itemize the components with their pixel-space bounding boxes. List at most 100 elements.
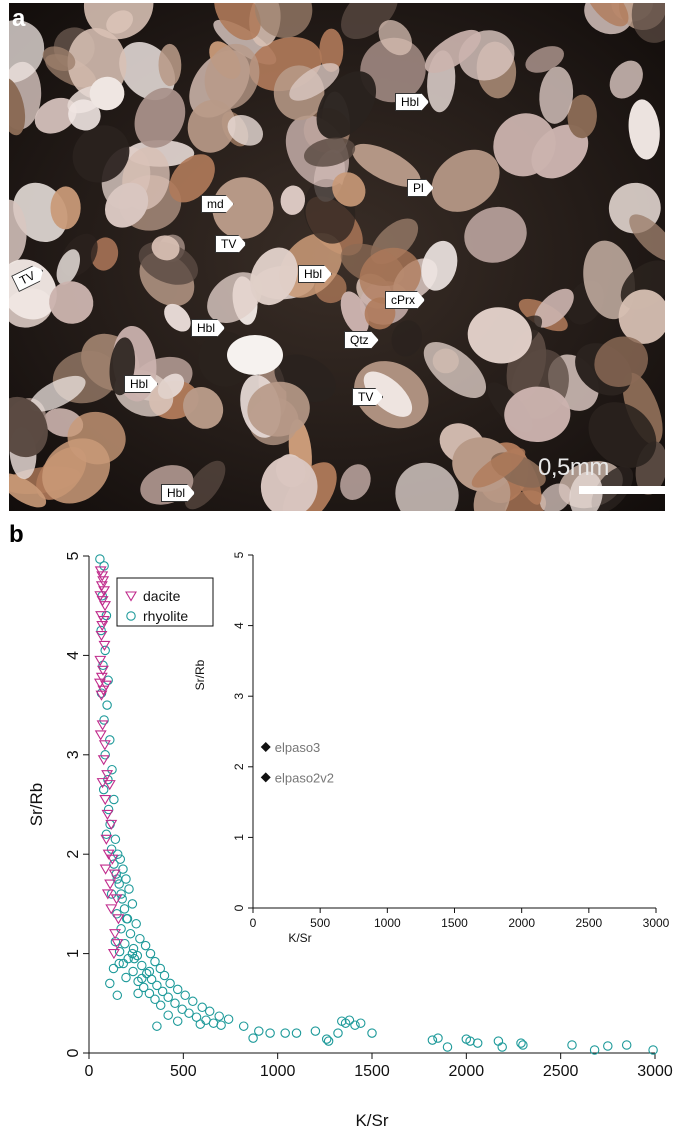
dacite-point [100,834,113,845]
dacite-point [97,576,110,587]
rhyolite-point [127,948,138,959]
rhyolite-point [109,859,119,869]
dacite-point [96,665,109,676]
rhyolite-point [155,963,166,974]
sand-grain [531,124,589,179]
dacite-point [98,640,111,652]
rhyolite-point [159,970,170,981]
y-tick-label: 1 [65,949,82,958]
rhyolite-point [355,1018,366,1028]
dacite-point [94,655,107,666]
sand-grain [359,247,422,305]
rhyolite-point [155,1000,166,1011]
rhyolite-point [280,1028,290,1038]
legend-box [116,577,214,627]
sand-grain [421,240,458,291]
sand-grain [567,94,597,139]
dacite-point [99,794,112,806]
y-axis-title: Sr/Rb [27,783,46,826]
rhyolite-point [103,804,114,815]
mineral-label-qtz: Qtz [344,331,379,349]
sand-grain [424,29,481,73]
x-tick-label: 0 [85,1063,94,1080]
sand-grain [68,99,101,131]
rhyolite-point [135,933,145,944]
rhyolite-point [165,978,175,989]
rhyolite-point [333,1028,343,1038]
dacite-point [95,672,108,683]
rhyolite-point [102,700,112,710]
mineral-label-hbl: Hbl [124,375,158,393]
rhyolite-point [310,1026,321,1036]
sand-grain [49,281,94,324]
sand-grain [56,249,80,285]
sand-grain [360,37,426,103]
rhyolite-point [150,994,160,1005]
rhyolite-point [648,1045,658,1055]
sand-grain [183,386,224,429]
mineral-label-tv: TV [352,388,383,406]
y-tick-label: 5 [65,551,82,560]
y-tick-label: 4 [65,651,82,660]
sand-grain [9,20,45,84]
rhyolite-point [99,715,109,725]
rhyolite-point [131,919,141,929]
y-tick-label: 3 [65,750,82,759]
dacite-point [112,914,125,925]
x-tick-label: 1000 [260,1063,296,1080]
x-axis-title: K/Sr [355,1111,388,1130]
rhyolite-point [152,980,162,991]
rhyolite-point [567,1040,577,1050]
rhyolite-point [107,764,117,775]
rhyolite-point [114,946,125,957]
mineral-label-cprx: cPrx [385,291,425,309]
inset-x-tick-label: 0 [250,916,257,930]
rhyolite-point [442,1042,453,1052]
rhyolite-point [112,909,122,919]
dacite-point [96,621,109,632]
sand-grain [539,483,572,511]
mineral-label-hbl: Hbl [298,265,332,283]
rhyolite-point [118,958,129,969]
rhyolite-point [125,928,136,939]
rhyolite-point [323,1036,334,1046]
inset-x-tick-label: 1000 [374,916,401,930]
rhyolite-point [133,988,143,999]
inset-x-tick-label: 3000 [643,916,670,930]
dacite-point [95,690,108,701]
rhyolite-point [121,914,132,924]
dacite-point [96,720,109,731]
rhyolite-point [367,1028,377,1038]
panel-letter-a: a [12,5,26,32]
inset-x-tick-label: 2500 [575,916,602,930]
rhyolite-point [129,953,140,964]
dacite-point [97,616,110,627]
rhyolite-point [132,950,143,961]
sand-grain [363,371,413,417]
inset-y-tick-label: 5 [232,551,246,558]
sand-grain [629,214,665,262]
dacite-point [107,949,120,960]
dacite-point [105,819,118,830]
sand-grain [534,288,574,328]
rhyolite-point [137,960,147,971]
x-tick-label: 1500 [354,1063,390,1080]
rhyolite-point [184,1008,194,1018]
dacite-point [95,630,108,642]
sand-grain [280,185,306,215]
rhyolite-point [100,645,110,656]
sand-grain [423,342,487,398]
panel-letter-b: b [9,521,24,548]
sand-grain [9,396,48,458]
rhyolite-point [291,1028,302,1038]
inset-x-tick-label: 1500 [441,916,468,930]
dacite-point [101,770,114,781]
dacite-point [98,586,111,597]
rhyolite-point [137,973,147,984]
inset-background [253,555,656,908]
rhyolite-point [103,675,113,686]
scale-bar [579,486,665,494]
legend-dacite-marker [125,591,137,602]
sand-grain [50,186,81,230]
rhyolite-point [144,966,155,977]
